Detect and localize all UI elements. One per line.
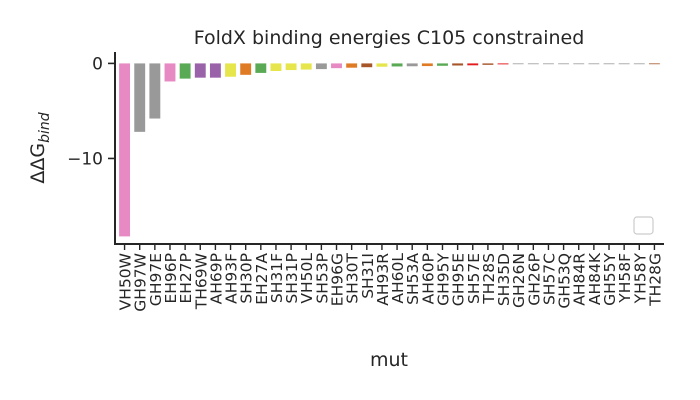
x-tick-label: EH27P: [177, 253, 195, 304]
x-tick-label: AH84R: [571, 253, 589, 306]
bar-AH84R: [573, 63, 585, 65]
x-tick-label: SH31I: [359, 253, 377, 299]
y-axis-label-main: ΔΔG: [27, 143, 49, 184]
x-tick-label: GH95Y: [434, 252, 452, 305]
y-tick-label: −10: [67, 149, 103, 169]
bar-AH93F: [225, 63, 236, 77]
bar-AH84K: [588, 63, 600, 65]
x-tick-label: SH57E: [465, 253, 483, 304]
x-tick-label: SH31P: [283, 253, 301, 304]
x-tick-label: AH93F: [223, 253, 241, 304]
y-ticks: 0 −10: [67, 54, 115, 169]
bar-GH97E: [149, 63, 161, 119]
x-tick-label: AH69P: [207, 253, 225, 304]
bar-VH50W: [119, 63, 131, 237]
x-tick-label: AH60L: [389, 253, 407, 304]
bar-GH97W: [134, 63, 146, 132]
legend-box: [633, 216, 654, 235]
bar-VH50L: [300, 63, 312, 70]
bar-GH95E: [452, 63, 464, 66]
x-tick-label: GH26N: [510, 253, 528, 308]
bar-SH53P: [315, 63, 327, 70]
bar-TH28G: [648, 63, 660, 65]
bars-group: [119, 63, 660, 237]
y-tick-label: 0: [92, 54, 103, 74]
bar-EH96G: [331, 63, 342, 69]
bar-SH31I: [361, 63, 373, 68]
bar-SH53A: [406, 63, 418, 67]
bar-YH58F: [618, 63, 630, 65]
bar-SH31P: [285, 63, 297, 71]
bar-SH57E: [467, 63, 479, 66]
x-tick-label: SH53A: [404, 253, 422, 305]
x-tick-label: VH50L: [298, 253, 316, 304]
bar-SH35D: [497, 63, 509, 65]
x-ticks: VH50WGH97WGH97EEH96PEH27PTH69WAH69PAH93F…: [117, 244, 664, 312]
x-tick-label: SH30P: [238, 253, 256, 304]
x-tick-label: AH60P: [419, 253, 437, 304]
x-axis-label: mut: [370, 349, 408, 371]
x-tick-label: GH55Y: [601, 252, 619, 305]
x-tick-label: EH27A: [253, 253, 271, 305]
svg-text:ΔΔGbind: ΔΔGbind: [27, 112, 53, 183]
x-tick-label: SH35D: [495, 253, 513, 306]
bar-GH95Y: [437, 63, 448, 66]
x-tick-label: YH58Y: [631, 252, 649, 304]
x-tick-label: SH53P: [313, 253, 331, 304]
bar-SH30T: [346, 63, 358, 68]
bar-GH55Y: [603, 63, 615, 65]
x-tick-label: GH97W: [132, 253, 150, 312]
x-tick-label: GH95E: [450, 253, 468, 306]
x-tick-label: EH96G: [329, 253, 347, 306]
x-tick-label: TH28G: [646, 253, 664, 307]
bar-YH58Y: [633, 63, 645, 65]
bar-AH69P: [209, 63, 221, 78]
x-tick-label: SH30T: [344, 252, 362, 303]
x-tick-label: EH96P: [162, 253, 180, 304]
y-axis-label: ΔΔGbind: [27, 112, 53, 183]
chart-title: FoldX binding energies C105 constrained: [194, 27, 585, 49]
x-tick-label: YH58F: [616, 253, 634, 304]
x-tick-label: GH97E: [147, 253, 165, 306]
x-tick-label: GH53Q: [556, 253, 574, 309]
bar-EH27A: [255, 63, 267, 73]
x-tick-label: SH31F: [268, 253, 286, 303]
bar-TH28S: [482, 63, 494, 65]
bar-AH60P: [421, 63, 433, 67]
bar-EH27P: [179, 63, 191, 79]
x-tick-label: GH26P: [525, 253, 543, 306]
x-tick-label: AH84K: [586, 252, 604, 305]
bar-TH69W: [194, 63, 206, 78]
bar-SH31F: [270, 63, 282, 72]
bar-GH26P: [527, 63, 539, 65]
x-tick-label: SH57C: [540, 253, 558, 305]
x-tick-label: TH28S: [480, 253, 498, 305]
bar-SH57C: [543, 63, 554, 65]
bar-EH96P: [164, 63, 176, 82]
bar-GH53Q: [558, 63, 570, 65]
bar-AH93R: [376, 63, 388, 67]
x-tick-label: TH69W: [192, 253, 210, 310]
bar-GH26N: [512, 63, 524, 65]
bar-AH60L: [391, 63, 403, 67]
x-tick-label: VH50W: [117, 253, 135, 310]
bar-SH30P: [240, 63, 252, 75]
x-tick-label: AH93R: [374, 253, 392, 306]
y-axis-label-sub: bind: [37, 112, 53, 143]
